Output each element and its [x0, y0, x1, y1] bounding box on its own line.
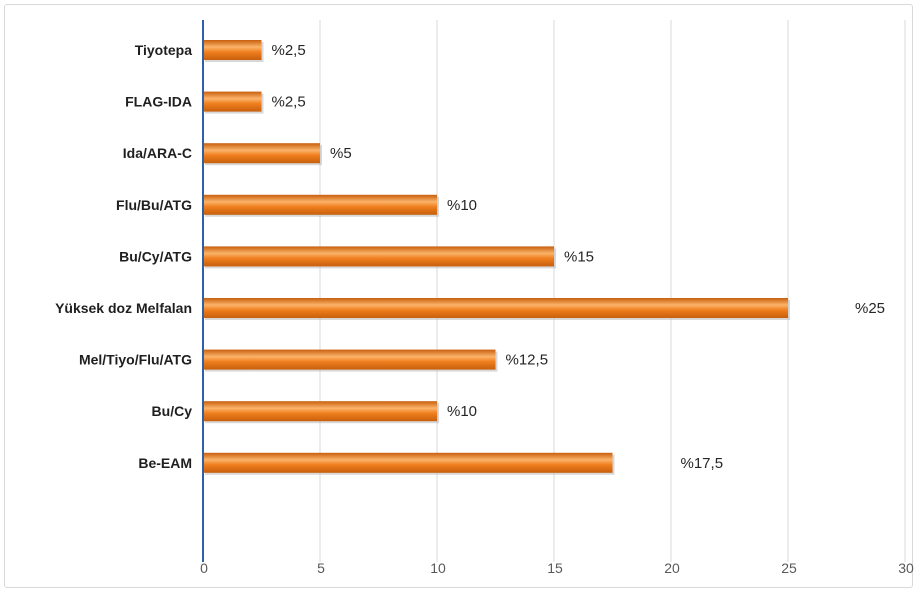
category-label: Ida/ARA-C [123, 145, 192, 161]
category-label: Mel/Tiyo/Flu/ATG [79, 352, 192, 368]
bar [203, 246, 554, 267]
bar [203, 40, 262, 60]
gridlines [319, 20, 906, 562]
data-label: %5 [330, 145, 352, 162]
data-label: %10 [447, 403, 477, 420]
labels: 0 5 10 15 20 25 30 Tiyotepa %2,5 FLAG-IDA %2,5 Ida/… [55, 42, 914, 576]
data-label: %25 [855, 300, 885, 317]
chart-frame [4, 4, 913, 588]
bars [203, 40, 790, 475]
x-tick-label: 20 [664, 560, 680, 576]
category-label: Be-EAM [138, 455, 192, 471]
x-tick-label: 0 [200, 560, 208, 576]
x-tick-label: 5 [317, 560, 325, 576]
category-label: Yüksek doz Melfalan [55, 300, 192, 316]
bar [203, 194, 437, 215]
bar [203, 91, 262, 112]
data-label: %2,5 [272, 42, 306, 59]
x-tick-label: 15 [547, 560, 563, 576]
bar [203, 452, 613, 473]
data-label: %10 [447, 197, 477, 214]
data-label: %15 [564, 248, 594, 265]
bar [203, 349, 496, 370]
category-label: FLAG-IDA [125, 94, 192, 110]
x-tick-label: 30 [898, 560, 914, 576]
category-label: Bu/Cy [152, 403, 193, 419]
data-label: %2,5 [272, 94, 306, 111]
data-label: %17,5 [681, 455, 724, 472]
bar [203, 401, 437, 422]
data-label: %12,5 [506, 352, 549, 369]
x-tick-label: 25 [781, 560, 797, 576]
x-tick-label: 10 [430, 560, 446, 576]
bar [203, 298, 788, 318]
bar [203, 143, 320, 164]
category-label: Tiyotepa [135, 42, 193, 58]
category-label: Bu/Cy/ATG [119, 248, 192, 264]
category-label: Flu/Bu/ATG [116, 197, 192, 213]
